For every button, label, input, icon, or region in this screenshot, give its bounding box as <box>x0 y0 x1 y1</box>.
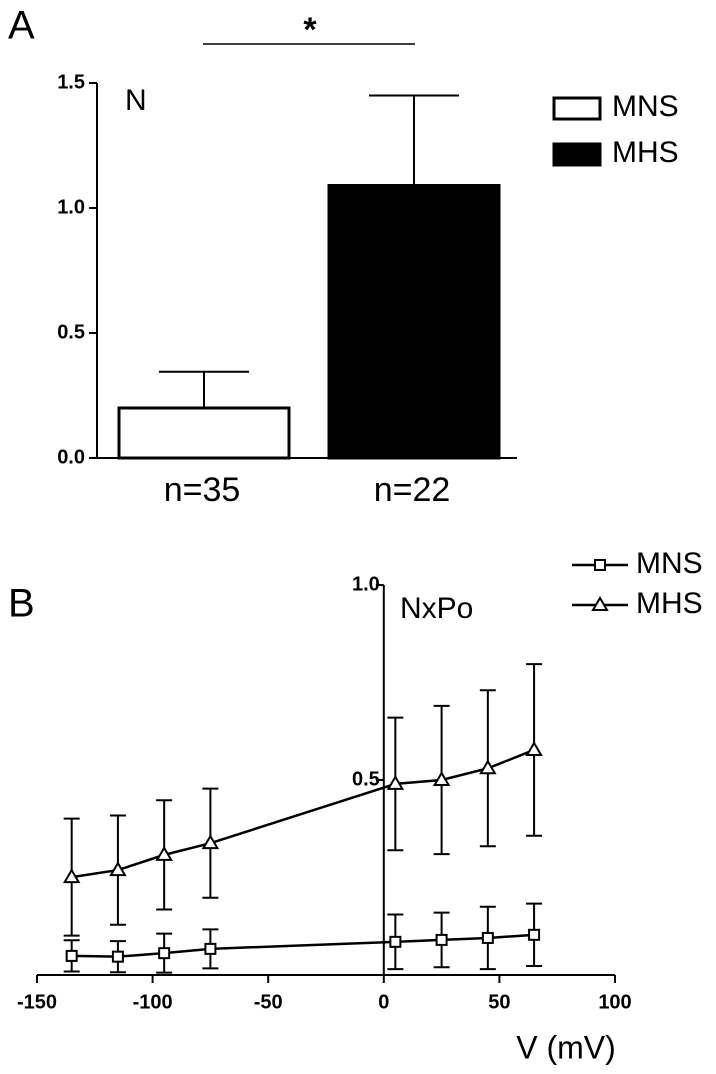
legend-label: MHS <box>636 587 703 620</box>
marker <box>432 771 451 786</box>
marker <box>389 935 402 948</box>
x-tick-label: n=22 <box>374 471 451 509</box>
legend-label: MHS <box>612 136 679 169</box>
marker <box>525 740 543 756</box>
x-tick-label: 50 <box>488 991 510 1013</box>
marker <box>158 947 171 960</box>
annotation: A <box>8 4 35 48</box>
x-tick-label: 100 <box>598 991 631 1013</box>
y-tick-label: 1.0 <box>57 196 85 218</box>
x-tick-label: -150 <box>17 991 57 1013</box>
x-axis-label: V (mV) <box>516 1029 616 1065</box>
marker <box>111 950 124 963</box>
y-tick-label: 0.0 <box>57 446 85 468</box>
annotation: * <box>303 11 317 49</box>
marker <box>481 931 494 944</box>
marker <box>62 868 81 884</box>
marker <box>528 928 541 941</box>
y-tick-label: 1.5 <box>57 71 85 93</box>
marker <box>386 774 405 790</box>
marker <box>204 942 217 955</box>
marker <box>65 949 78 962</box>
marker <box>201 834 220 850</box>
legend-label: MNS <box>636 547 703 580</box>
marker <box>479 759 497 775</box>
y-tick-label: 0.5 <box>352 768 380 790</box>
bar <box>117 406 291 460</box>
x-tick-label: -100 <box>133 991 173 1013</box>
series-line <box>71 748 535 879</box>
x-tick-label: -50 <box>254 991 283 1013</box>
annotation: N <box>125 84 147 117</box>
x-tick-label: 0 <box>378 991 389 1013</box>
x-tick-label: n=35 <box>164 471 241 509</box>
legend-swatch <box>552 96 602 121</box>
annotation: NxPo <box>400 592 473 625</box>
legend-marker <box>594 559 606 571</box>
annotation: B <box>8 582 35 626</box>
marker <box>109 861 127 877</box>
y-tick-label: 1.0 <box>352 573 380 595</box>
legend-marker <box>591 596 609 611</box>
bar <box>327 184 501 460</box>
y-tick-label: 0.5 <box>57 321 85 343</box>
legend-label: MNS <box>612 90 679 123</box>
marker <box>155 845 173 861</box>
legend-swatch <box>552 142 602 167</box>
marker <box>435 933 448 946</box>
series-line <box>71 933 535 958</box>
